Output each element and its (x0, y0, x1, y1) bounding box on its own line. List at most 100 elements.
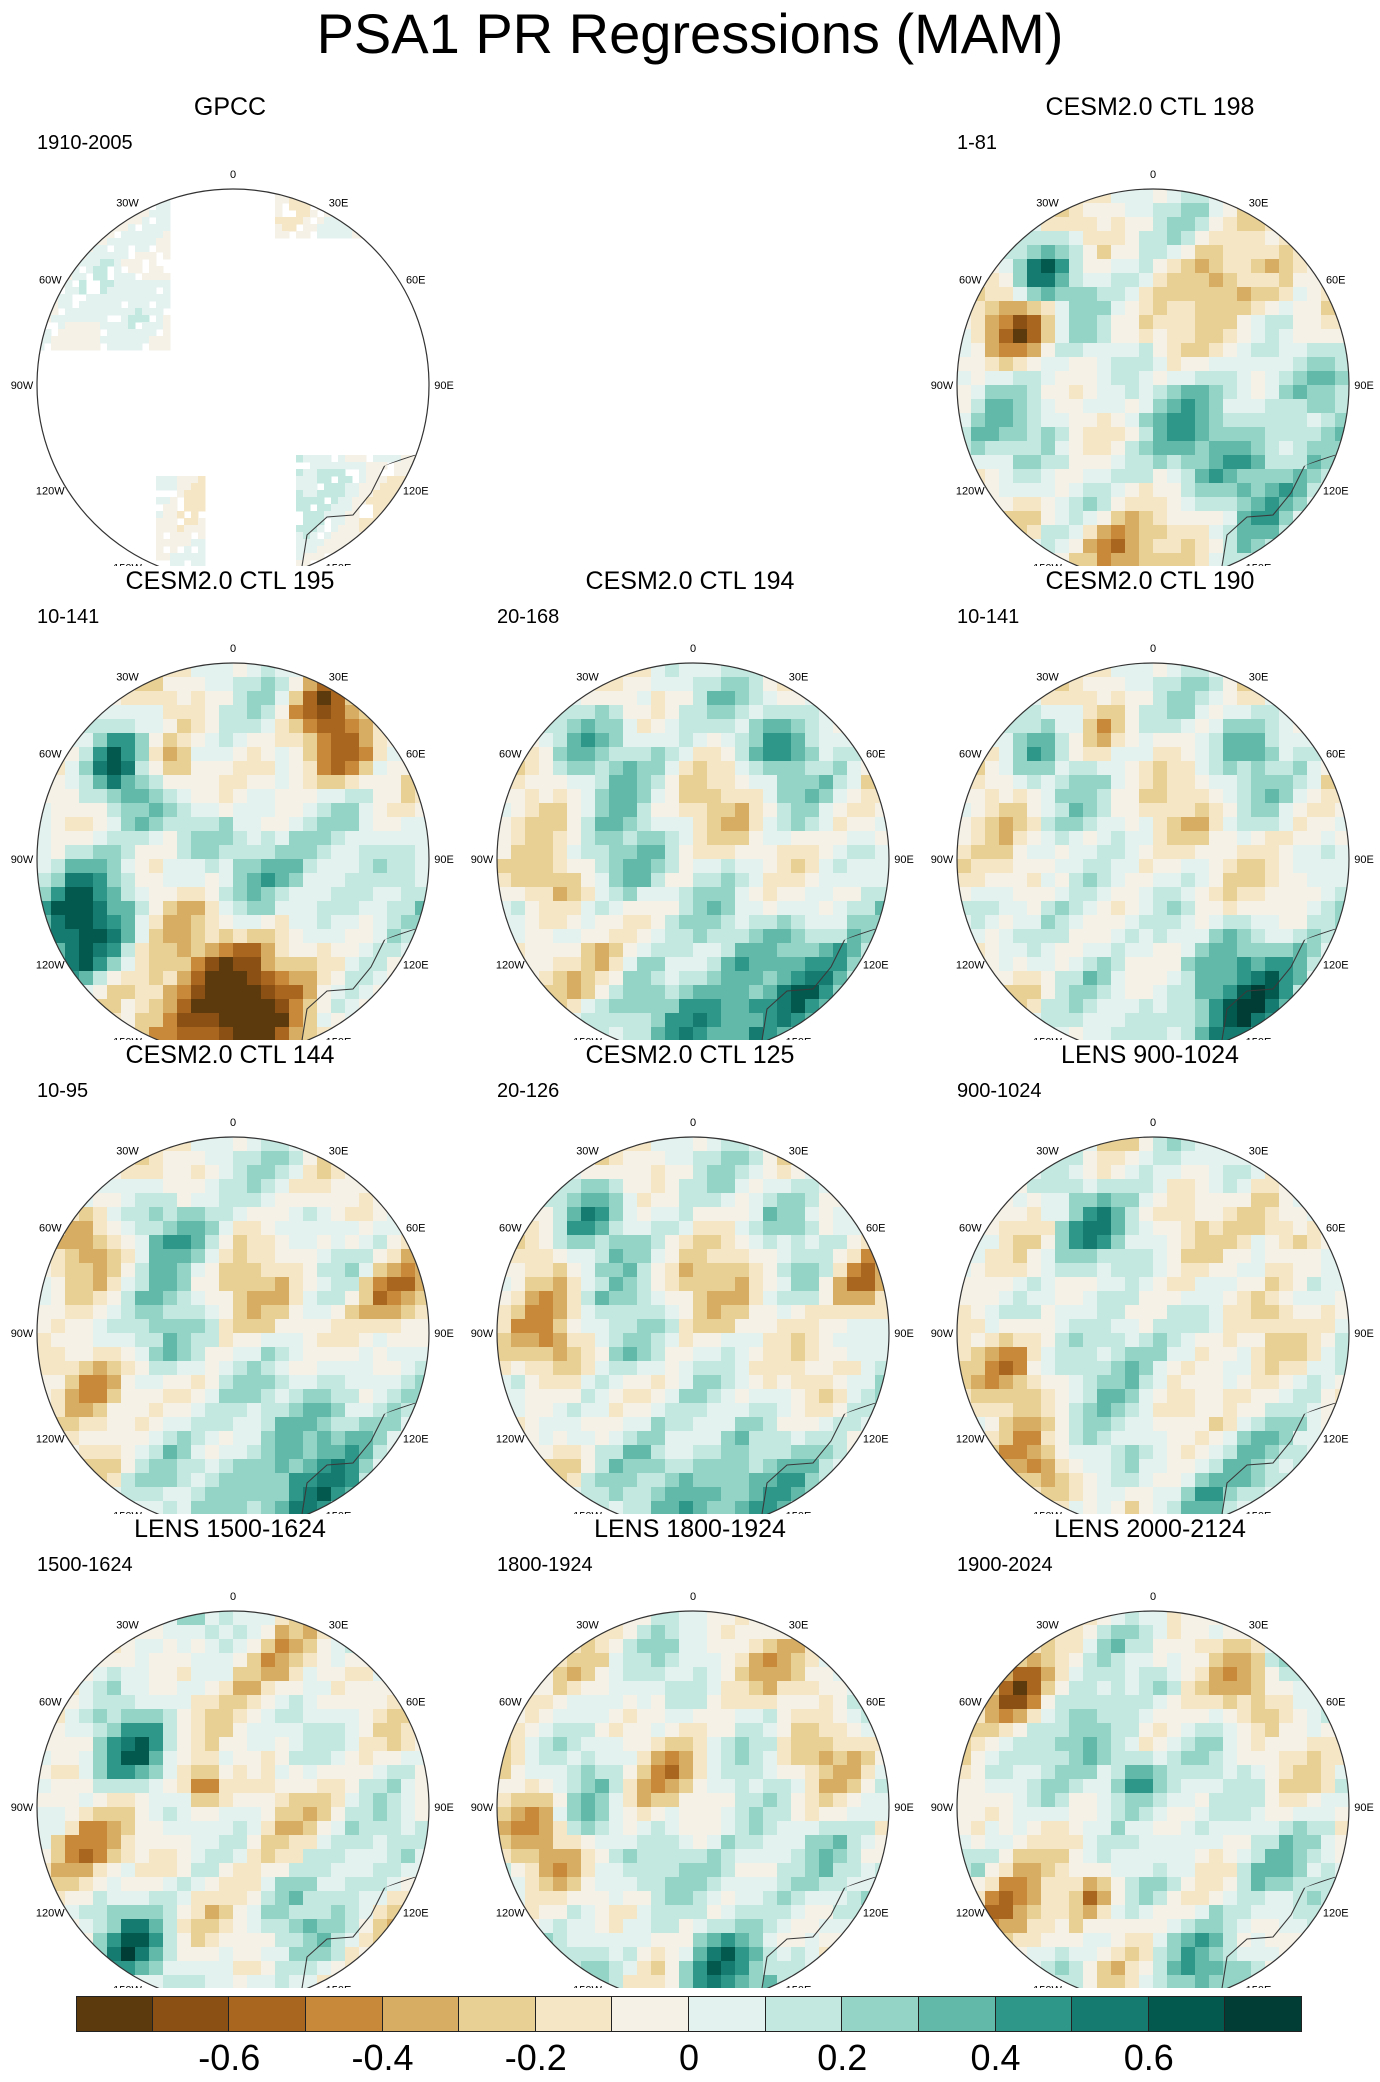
longitude-label: 0 (230, 643, 236, 655)
longitude-label: 90E (1354, 380, 1374, 392)
longitude-label: 120E (1323, 486, 1349, 498)
longitude-label: 150E (1246, 1037, 1272, 1040)
longitude-label: 120W (496, 1908, 525, 1920)
panel-period-label: 10-141 (37, 606, 100, 628)
longitude-label: 0 (1150, 643, 1156, 655)
panel-period-label: 1800-1924 (497, 1554, 593, 1576)
longitude-label: 0 (1150, 1591, 1156, 1603)
longitude-label: 120E (863, 1908, 889, 1920)
longitude-label: 120E (403, 1434, 429, 1446)
longitude-label: 150W (1033, 1037, 1062, 1040)
longitude-label: 90W (471, 1802, 494, 1814)
panel-period-label: 10-141 (957, 606, 1020, 628)
longitude-label: 0 (230, 1591, 236, 1603)
panel-title: CESM2.0 CTL 125 (585, 1041, 795, 1069)
longitude-label: 60E (406, 749, 426, 761)
longitude-label: 150W (1033, 1511, 1062, 1514)
longitude-label: 60W (959, 749, 982, 761)
longitude-label: 90W (931, 854, 954, 866)
longitude-label: 90W (471, 854, 494, 866)
longitude-label: 0 (230, 169, 236, 181)
longitude-label: 60E (406, 1697, 426, 1709)
longitude-label: 120W (956, 486, 985, 498)
map-panel: CESM2.0 CTL 195 10-141 0 30E 60E 90E 120E 150E 1… (0, 566, 460, 1040)
longitude-label: 0 (690, 1117, 696, 1129)
colorbar-swatch (229, 1996, 306, 2032)
panel-title: CESM2.0 CTL 195 (125, 567, 335, 595)
longitude-label: 0 (690, 643, 696, 655)
longitude-label: 0 (1150, 1117, 1156, 1129)
longitude-label: 30E (329, 671, 349, 683)
longitude-label: 120E (403, 960, 429, 972)
panel-period-label: 900-1024 (957, 1080, 1042, 1102)
panel-period-label: 10-95 (37, 1080, 89, 1102)
longitude-label: 150E (326, 1511, 352, 1514)
longitude-label: 30W (116, 1619, 139, 1631)
longitude-label: 120E (403, 486, 429, 498)
longitude-label: 30W (1036, 671, 1059, 683)
longitude-label: 120E (1323, 960, 1349, 972)
map-panel: CESM2.0 CTL 190 10-141 0 30E 60E 90E 120E 150E 1… (920, 566, 1380, 1040)
longitude-label: 150W (113, 1037, 142, 1040)
colorbar-tick-label: -0.2 (504, 2037, 567, 2078)
polar-map: 030E60E90E120E150E180150W120W90W60W30W (931, 1591, 1374, 1988)
longitude-label: 150E (326, 563, 352, 566)
longitude-label: 120W (956, 1908, 985, 1920)
colorbar-swatch (459, 1996, 536, 2032)
precip-regression-field (957, 1611, 1349, 1988)
longitude-label: 60E (406, 275, 426, 287)
polar-map: 030E60E90E120E150E180150W120W90W60W30W (11, 1591, 454, 1988)
colorbar-swatch (612, 1996, 689, 2032)
longitude-label: 30W (576, 671, 599, 683)
longitude-label: 30W (116, 671, 139, 683)
panel-period-label: 1-81 (957, 132, 998, 154)
longitude-label: 60W (959, 1223, 982, 1235)
colorbar-swatch (382, 1996, 460, 2032)
longitude-label: 90W (11, 380, 34, 392)
colorbar: -0.6 -0.4 -0.2 0 0.2 0.4 0.6 (76, 1996, 1302, 2082)
polar-map: 030E60E90E120E150E180150W120W90W60W30W (471, 1591, 914, 1988)
colorbar-swatch (305, 1996, 383, 2032)
longitude-label: 90W (11, 1802, 34, 1814)
longitude-label: 120W (36, 486, 65, 498)
colorbar-swatch (1148, 1996, 1226, 2032)
longitude-label: 150W (573, 1511, 602, 1514)
longitude-label: 120E (403, 1908, 429, 1920)
precip-regression-field (497, 1137, 889, 1514)
longitude-label: 120E (863, 1434, 889, 1446)
longitude-label: 60E (1326, 1697, 1346, 1709)
longitude-label: 30E (1249, 1145, 1269, 1157)
panel-period-label: 1910-2005 (37, 132, 133, 154)
panel-title: GPCC (193, 93, 267, 121)
longitude-label: 150W (1033, 563, 1062, 566)
longitude-label: 90E (434, 380, 454, 392)
longitude-label: 60W (499, 1223, 522, 1235)
longitude-label: 120E (1323, 1908, 1349, 1920)
longitude-label: 90W (931, 380, 954, 392)
panel-period-label: 1900-2024 (957, 1554, 1053, 1576)
longitude-label: 90W (931, 1802, 954, 1814)
colorbar-tick-label: 0.6 (1123, 2037, 1174, 2078)
longitude-label: 150E (326, 1985, 352, 1988)
longitude-label: 0 (1150, 169, 1156, 181)
longitude-label: 150W (573, 1985, 602, 1988)
longitude-label: 120E (1323, 1434, 1349, 1446)
longitude-label: 150E (786, 1511, 812, 1514)
longitude-label: 150W (113, 1511, 142, 1514)
longitude-label: 150W (573, 1037, 602, 1040)
longitude-label: 60E (406, 1223, 426, 1235)
precip-regression-field (497, 663, 889, 1040)
map-panel: CESM2.0 CTL 14410-95030E60E90E120E150E18… (0, 1040, 460, 1514)
longitude-label: 90E (434, 1328, 454, 1340)
polar-map: 030E60E90E120E150E180150W120W90W60W30W (471, 643, 914, 1040)
polar-map: 030E60E90E120E150E180150W120W90W60W30W (931, 1117, 1374, 1514)
longitude-label: 60E (1326, 275, 1346, 287)
panel-period-label: 1500-1624 (37, 1554, 133, 1576)
longitude-label: 60E (1326, 749, 1346, 761)
longitude-label: 60W (499, 749, 522, 761)
longitude-label: 90E (434, 854, 454, 866)
polar-map: 030E60E90E120E150E180150W120W90W60W30W (931, 643, 1374, 1040)
colorbar-swatch (1072, 1996, 1149, 2032)
